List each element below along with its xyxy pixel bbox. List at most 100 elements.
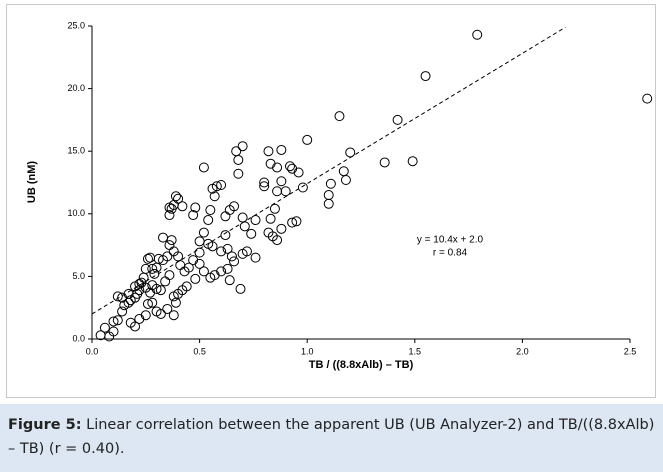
point	[188, 210, 199, 221]
point	[194, 247, 205, 258]
y-axis-label: UB (nM)	[26, 161, 38, 203]
x-tick-label: 0.0	[86, 346, 99, 356]
point	[164, 202, 175, 213]
point	[407, 156, 418, 167]
point	[379, 157, 390, 168]
point	[123, 288, 134, 299]
point	[272, 186, 283, 197]
point	[138, 272, 149, 283]
point	[284, 161, 295, 172]
point	[164, 270, 175, 281]
point	[125, 317, 136, 328]
point	[325, 178, 336, 189]
point	[235, 283, 246, 294]
point	[216, 246, 227, 257]
point	[259, 181, 270, 192]
point	[334, 111, 345, 122]
point	[297, 182, 308, 193]
point	[147, 263, 158, 274]
point	[237, 212, 248, 223]
point	[229, 256, 240, 267]
point	[302, 134, 313, 145]
point	[151, 262, 162, 273]
point	[472, 29, 483, 40]
point	[263, 146, 274, 157]
point	[250, 215, 261, 226]
point	[164, 240, 175, 251]
point	[162, 303, 173, 314]
point	[205, 272, 216, 283]
point	[158, 255, 169, 266]
x-tick-label: 0.5	[193, 346, 206, 356]
point	[170, 191, 181, 202]
point	[194, 236, 205, 247]
point	[166, 235, 177, 246]
y-tick-label: 15.0	[67, 146, 85, 156]
point	[160, 276, 171, 287]
x-tick-label: 1.5	[409, 346, 422, 356]
point	[220, 211, 231, 222]
point	[145, 252, 156, 263]
point	[246, 228, 257, 239]
point	[168, 310, 179, 321]
point	[147, 297, 158, 308]
point	[140, 310, 151, 321]
point	[276, 176, 287, 187]
point	[224, 275, 235, 286]
point	[265, 158, 276, 169]
point	[112, 291, 123, 302]
point	[166, 203, 177, 214]
point	[272, 162, 283, 173]
figure-frame	[6, 4, 656, 398]
point	[198, 266, 209, 277]
x-tick-label: 2.5	[624, 346, 637, 356]
point	[151, 306, 162, 317]
point	[177, 201, 188, 212]
point	[323, 198, 334, 209]
point	[140, 263, 151, 274]
point	[142, 298, 153, 309]
point	[642, 93, 653, 104]
y-tick-label: 0.0	[72, 333, 85, 343]
point	[340, 174, 351, 185]
point	[392, 114, 403, 125]
point	[207, 183, 218, 194]
point	[291, 216, 302, 227]
y-tick-label: 20.0	[67, 83, 85, 93]
point	[203, 215, 214, 226]
y-tick-label: 10.0	[67, 208, 85, 218]
point	[222, 243, 233, 254]
x-axis-label: TB / ((8.8xAlb) – TB)	[309, 359, 414, 371]
point	[99, 322, 110, 333]
point	[216, 180, 227, 191]
point	[198, 162, 209, 173]
caption-label: Figure 5:	[8, 417, 82, 433]
point	[237, 141, 248, 152]
point	[158, 232, 169, 243]
point	[276, 144, 287, 155]
point	[280, 186, 291, 197]
x-tick-label: 1.0	[301, 346, 314, 356]
y-tick-label: 5.0	[72, 271, 85, 281]
point	[276, 223, 287, 234]
point	[323, 190, 334, 201]
point	[95, 330, 106, 341]
point	[209, 191, 220, 202]
point	[259, 177, 270, 188]
point	[151, 283, 162, 294]
trendline	[91, 26, 566, 315]
y-tick-label: 25.0	[67, 20, 85, 30]
point	[149, 268, 160, 279]
point	[345, 147, 356, 158]
point	[164, 210, 175, 221]
point	[231, 146, 242, 157]
point	[233, 168, 244, 179]
point	[287, 163, 298, 174]
point	[233, 154, 244, 165]
point	[272, 235, 283, 246]
caption-text: Linear correlation between the apparent …	[8, 417, 655, 457]
point	[108, 316, 119, 327]
point	[134, 313, 145, 324]
r-value: r = 0.84	[433, 248, 468, 259]
point	[173, 193, 184, 204]
